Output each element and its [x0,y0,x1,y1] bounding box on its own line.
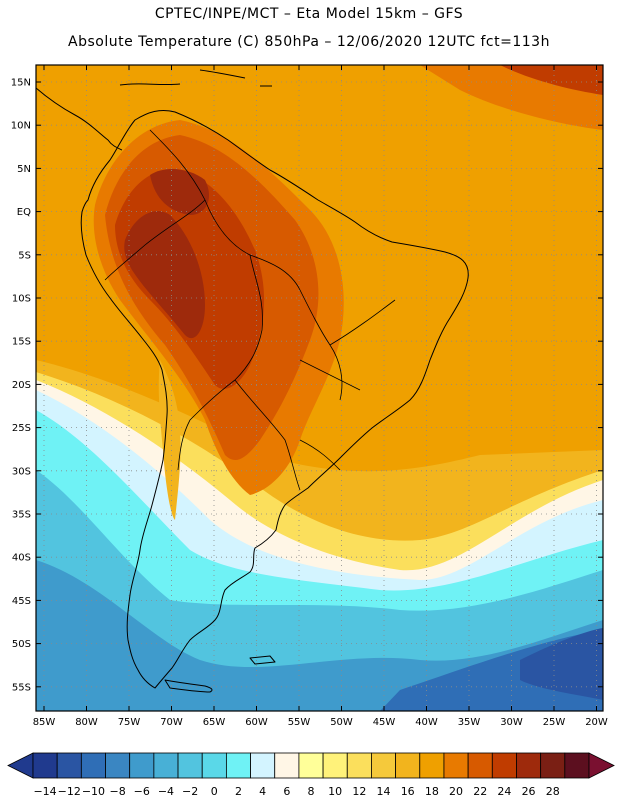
lat-label: 5S [18,250,31,261]
colorbar-swatch [419,752,445,779]
lat-label: 45S [12,596,31,607]
colorbar-swatch [250,752,276,779]
colorbar: −14 −12 −10 −8 −6 −4 −2 0 2 4 6 8 10 12 14 16 18 20 22 24 26… [7,752,615,798]
lat-label: 15N [11,78,31,89]
south-america-outline [80,109,469,689]
lat-label: 15S [12,337,31,348]
colorbar-swatch [129,752,155,779]
coastline [35,69,469,693]
lon-label: 65W [203,717,226,728]
colorbar-tick-label: −8 [109,785,125,798]
colorbar-tick-label: 4 [259,785,266,798]
lon-label: 40W [415,717,438,728]
map-frame [35,64,604,712]
lat-label: 20S [12,380,31,391]
colorbar-arrow-low [7,752,34,779]
colorbar-tick-label: −12 [58,785,81,798]
lon-label: 60W [245,717,268,728]
lat-label: 10S [12,294,31,305]
lat-label: EQ [17,207,31,218]
colorbar-tick-label: 16 [401,785,415,798]
land-peak-zone [124,211,205,339]
land-peak-zone-2 [150,168,210,215]
colorbar-tick-label: −6 [134,785,150,798]
colorbar-tick-label: 10 [328,785,342,798]
colorbar-swatch [298,752,324,779]
colorbar-swatch [491,752,517,779]
lat-label: 30S [12,466,31,477]
lat-label: 55S [12,682,31,693]
colorbar-tick-label: 26 [522,785,536,798]
central-america [35,87,123,151]
colorbar-tick-label: 6 [283,785,290,798]
lat-label: 50S [12,639,31,650]
colorbar-tick-label: 22 [473,785,487,798]
colorbar-swatch [516,752,542,779]
ne-hot-corner [500,65,603,95]
colorbar-tick-label: 20 [449,785,463,798]
lon-label: 20W [585,717,608,728]
lon-label: 50W [330,717,353,728]
colorbar-tick-label: 2 [235,785,242,798]
lon-label: 35W [458,717,481,728]
colorbar-swatch [201,752,227,779]
falkland-islands [249,655,276,665]
colorbar-swatch [105,752,131,779]
colorbar-tick-label: −2 [182,785,198,798]
lon-label: 45W [373,717,396,728]
colorbar-swatch [153,752,179,779]
caribbean-islands [119,69,272,87]
colorbar-swatch [346,752,372,779]
lat-label: 5N [17,164,31,175]
lon-label: 30W [500,717,523,728]
colorbar-swatch [177,752,203,779]
colorbar-swatch [564,752,590,779]
colorbar-tick-label: 14 [377,785,391,798]
lat-label: 35S [12,510,31,521]
colorbar-swatch [80,752,106,779]
axis-labels: 15N 10N 5N EQ 5S 10S 15S 20S 25S 30S 35S 40S 45S 50S 5… [11,65,608,728]
colorbar-swatch [225,752,251,779]
colorbar-swatch [32,752,58,779]
colorbar-swatch [443,752,469,779]
lat-label: 10N [11,121,31,132]
colorbar-swatch [56,752,82,779]
colorbar-tick-label: −14 [33,785,56,798]
country-borders [104,129,396,491]
lon-label: 75W [118,717,141,728]
colorbar-tick-label: 28 [546,785,560,798]
lon-label: 85W [33,717,56,728]
lon-label: 70W [160,717,183,728]
tierra-del-fuego [164,679,213,693]
colorbar-swatch [540,752,566,779]
colorbar-tick-label: −4 [158,785,174,798]
colorbar-swatch [467,752,493,779]
andes-cool-strip [158,360,181,520]
colorbar-tick-label: 8 [308,785,315,798]
title-line-1: CPTEC/INPE/MCT – Eta Model 15km – GFS [154,6,464,22]
colorbar-tick-label: 24 [497,785,511,798]
colorbar-tick-label: 12 [352,785,366,798]
colorbar-swatch [274,752,300,779]
colorbar-tick-label: −10 [82,785,105,798]
lon-label: 25W [543,717,566,728]
lon-label: 80W [75,717,98,728]
colorbar-arrow-high [588,752,615,779]
title-line-2: Absolute Temperature (C) 850hPa – 12/06/… [68,34,550,50]
colorbar-swatch [395,752,421,779]
colorbar-tick-label: 0 [211,785,218,798]
lat-label: 40S [12,553,31,564]
band-minus12 [520,628,603,700]
lon-label: 55W [288,717,311,728]
colorbar-swatch [371,752,397,779]
colorbar-tick-label: 18 [425,785,439,798]
colorbar-swatch [322,752,348,779]
lat-label: 25S [12,423,31,434]
temperature-field [36,65,603,711]
